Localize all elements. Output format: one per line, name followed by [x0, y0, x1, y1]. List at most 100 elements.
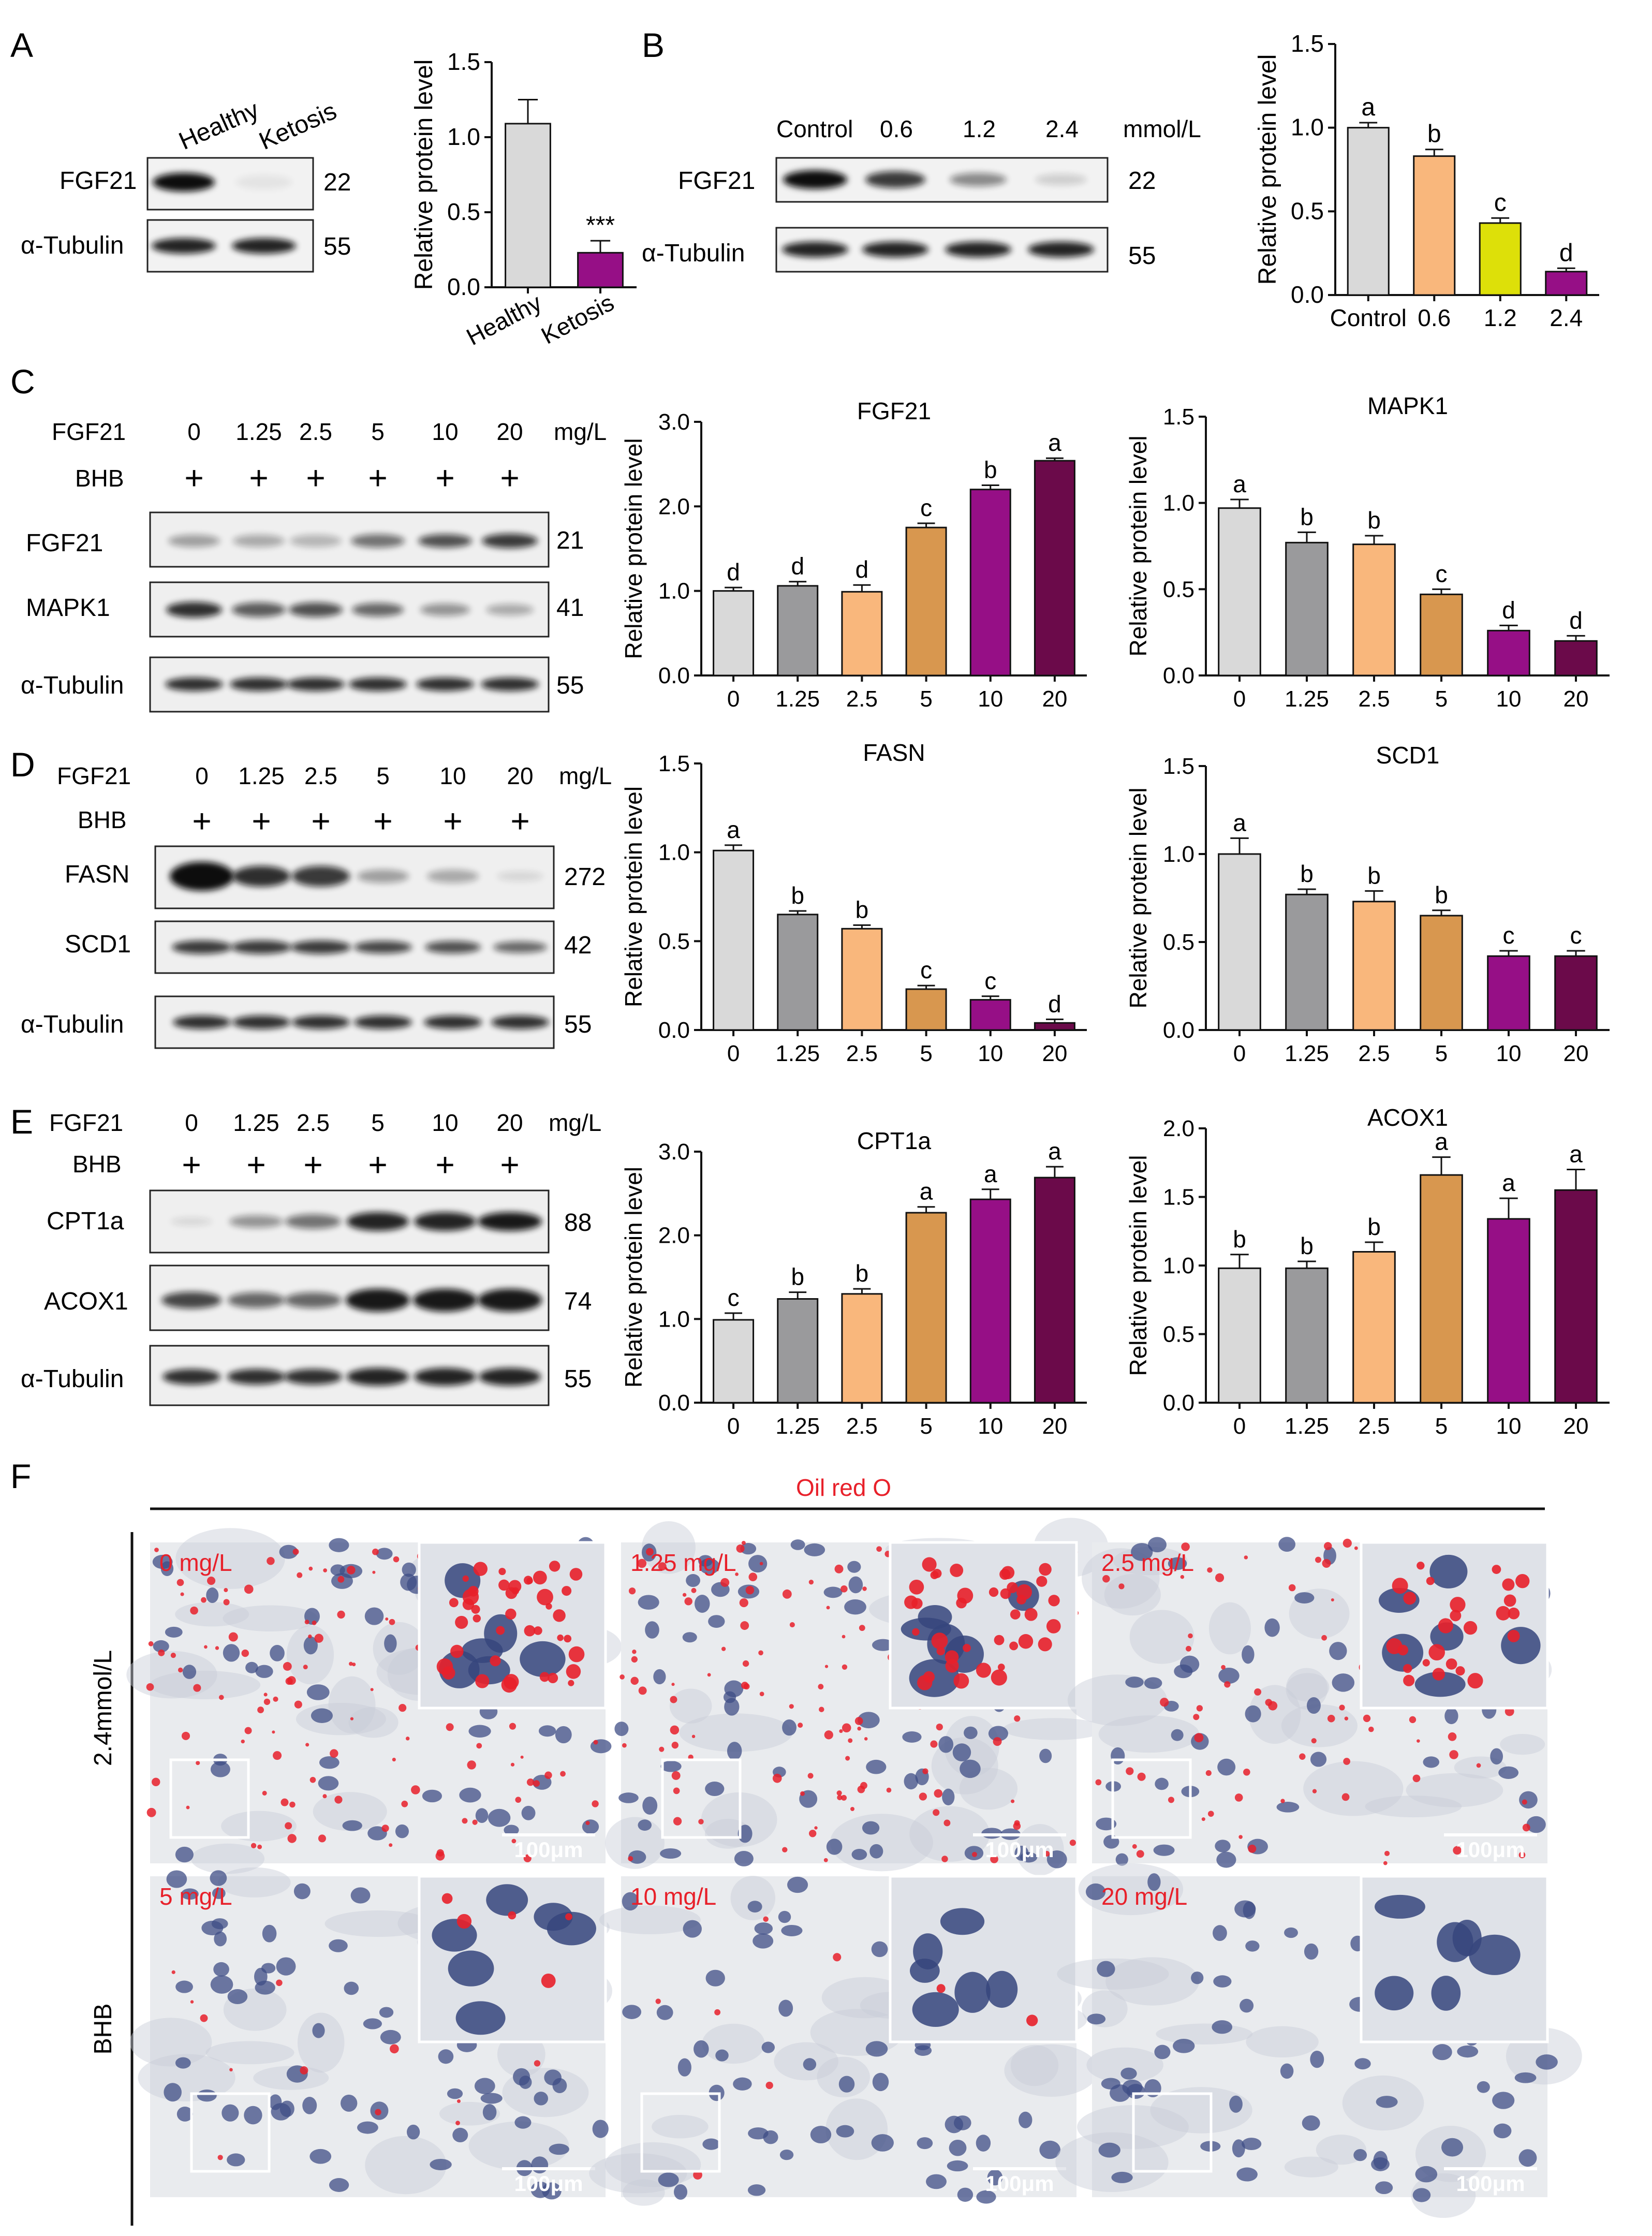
lipid-droplet — [455, 2121, 460, 2126]
lipid-droplet — [218, 1695, 224, 1700]
lipid-droplet — [314, 1634, 323, 1643]
band — [230, 678, 288, 691]
band — [418, 534, 472, 548]
lipid-droplet — [196, 1761, 200, 1766]
cell-nucleus — [1371, 2157, 1390, 2171]
inset-lipid-droplet — [994, 1635, 1005, 1645]
cell-nucleus — [734, 1851, 754, 1866]
band — [289, 602, 343, 617]
lipid-droplet — [337, 1576, 345, 1583]
lipid-droplet — [1126, 1767, 1134, 1775]
lipid-droplet — [1243, 1768, 1250, 1776]
cell-body — [218, 1867, 291, 1897]
concentration-label: 10 mg/L — [630, 1883, 716, 1910]
y-tick-label: 0.0 — [658, 1390, 690, 1416]
inset-lipid-droplet — [1039, 1563, 1052, 1576]
cell-nucleus — [847, 1561, 861, 1573]
inset-lipid-droplet — [1503, 1594, 1516, 1607]
lipid-droplet — [936, 1723, 943, 1731]
roi-box — [661, 1758, 742, 1839]
panel-letter-f: F — [10, 1457, 31, 1495]
lipid-droplet — [628, 1587, 636, 1595]
lipid-droplet — [544, 1771, 552, 1779]
cell-nucleus — [1212, 2020, 1233, 2034]
cell-nucleus — [779, 2149, 794, 2160]
cell-nucleus — [938, 1736, 954, 1753]
lipid-droplet — [381, 1825, 389, 1832]
band-label: α-Tubulin — [21, 1011, 124, 1038]
cell-nucleus — [926, 2174, 947, 2189]
significance-label: a — [1048, 1138, 1061, 1165]
y-tick-label: 2.0 — [658, 494, 690, 519]
lipid-droplet — [1194, 1733, 1204, 1743]
inset-nucleus — [1501, 1627, 1541, 1665]
cell-nucleus — [871, 1941, 888, 1958]
lipid-droplet — [399, 1704, 407, 1712]
cell-nucleus — [182, 1665, 197, 1679]
inset-nucleus — [486, 1884, 528, 1916]
cell-nucleus — [622, 1892, 639, 1911]
lipid-droplet — [276, 1979, 283, 1987]
cell-nucleus — [302, 2097, 317, 2114]
row-label-fgf21: FGF21 — [52, 418, 126, 445]
band — [284, 1369, 342, 1385]
band — [165, 678, 223, 691]
inset-lipid-droplet — [1446, 1658, 1457, 1670]
lipid-droplet — [824, 1665, 829, 1668]
cell-nucleus — [504, 1825, 519, 1835]
lipid-droplet — [289, 1801, 296, 1808]
lane-label: 10 — [432, 1109, 458, 1136]
x-tick-label: 5 — [1435, 1414, 1448, 1439]
lipid-droplet — [401, 1800, 408, 1807]
roi-box — [190, 2092, 271, 2173]
lipid-droplet — [742, 1660, 749, 1667]
lipid-droplet — [691, 1587, 697, 1593]
cell-body — [1287, 1673, 1330, 1702]
lipid-droplet — [1044, 1851, 1050, 1857]
band — [233, 535, 285, 547]
lipid-droplet — [392, 1757, 396, 1762]
lipid-droplet — [330, 1749, 338, 1758]
x-tick-label: 2.5 — [1358, 1414, 1390, 1439]
cell-nucleus — [1302, 2115, 1320, 2131]
cell-nucleus — [942, 1788, 955, 1805]
inset-lipid-droplet — [548, 1672, 558, 1683]
plus-sign: + — [192, 802, 211, 840]
cell-nucleus — [222, 2104, 239, 2122]
cell-nucleus — [1171, 1729, 1184, 1741]
plus-sign: + — [500, 459, 519, 496]
cell-nucleus — [747, 2184, 766, 2196]
cell-nucleus — [480, 2093, 503, 2104]
cell-body — [190, 1843, 265, 1874]
bar-chart-mapk1: 0.0 0.5 1.0 1.5 Relative protein level MAPK1 a… — [1125, 392, 1610, 712]
significance-label: b — [1300, 503, 1314, 530]
lipid-droplet — [1331, 1598, 1334, 1602]
bar — [905, 526, 947, 676]
cell-body — [373, 1622, 426, 1675]
band — [227, 1369, 285, 1385]
inset-nucleus — [1414, 1671, 1466, 1697]
cell-nucleus — [1085, 1883, 1106, 1901]
lane-label: 0 — [185, 1109, 198, 1136]
inset-lipid-droplet — [1496, 1606, 1511, 1621]
bar — [577, 252, 624, 288]
significance-label: b — [1300, 1232, 1314, 1259]
lipid-droplet — [707, 1673, 711, 1677]
kda-label: 272 — [564, 863, 606, 891]
lipid-droplet — [257, 1844, 262, 1849]
inset-lipid-droplet — [462, 1575, 469, 1582]
band — [231, 940, 291, 954]
cell-nucleus — [964, 1726, 978, 1739]
cell-nucleus — [1264, 1618, 1280, 1637]
cell-nucleus — [1536, 2054, 1558, 2070]
cell-body — [1286, 1668, 1328, 1710]
inset-lipid-droplet — [1422, 1659, 1430, 1667]
x-tick-label: 10 — [1496, 686, 1522, 712]
inset-lipid-droplet — [1038, 1637, 1052, 1652]
y-tick-label: 1.5 — [1163, 754, 1194, 779]
lipid-droplet — [372, 1570, 376, 1574]
bar — [1218, 507, 1261, 676]
lipid-droplet — [304, 1620, 309, 1625]
cell-nucleus — [279, 1544, 298, 1559]
cell-body — [1055, 2132, 1169, 2193]
